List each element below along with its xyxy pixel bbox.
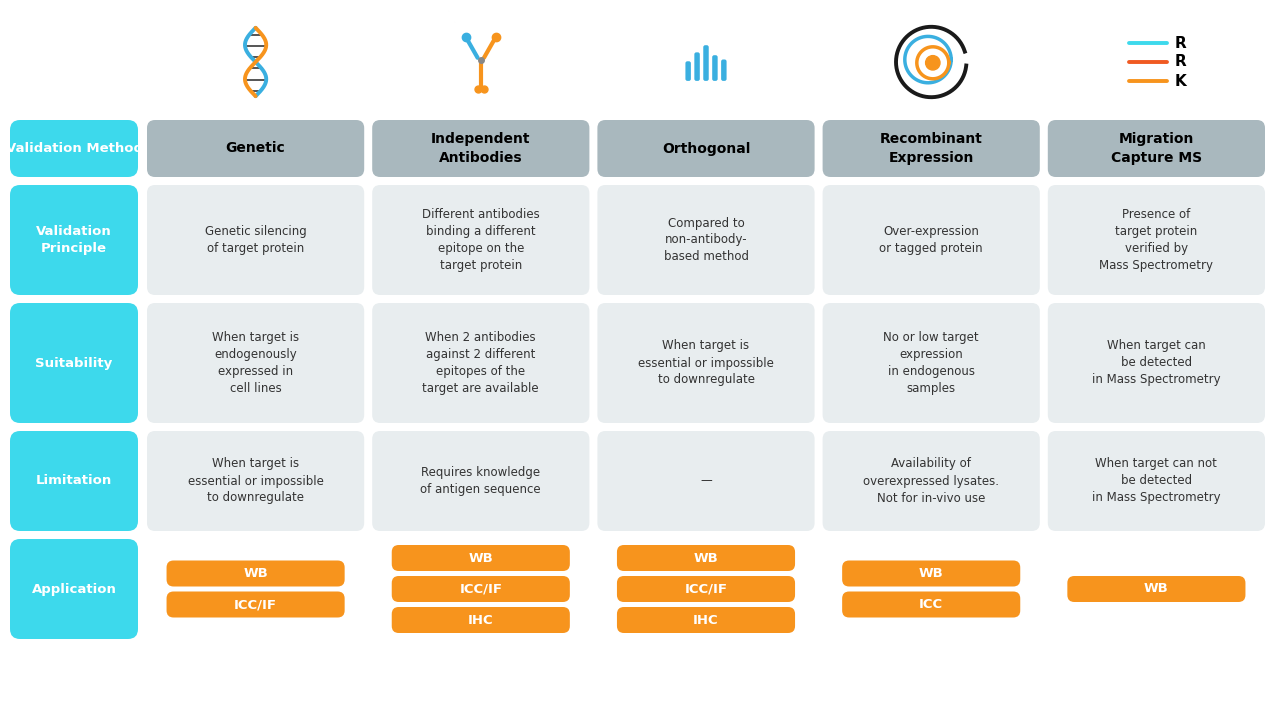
Text: When 2 antibodies
against 2 different
epitopes of the
target are available: When 2 antibodies against 2 different ep… [422,331,540,395]
Text: Over-expression
or tagged protein: Over-expression or tagged protein [880,225,984,255]
FancyBboxPatch shape [597,185,815,295]
FancyBboxPatch shape [147,185,365,295]
Circle shape [926,55,940,70]
Text: ICC: ICC [920,598,943,611]
Text: R: R [1174,55,1186,70]
Text: When target is
essential or impossible
to downregulate: When target is essential or impossible t… [188,457,324,505]
FancyBboxPatch shape [721,60,726,81]
FancyBboxPatch shape [372,303,590,423]
Text: IHC: IHC [468,614,494,626]
Text: ICC/IF: ICC/IF [234,598,278,611]
FancyBboxPatch shape [10,431,138,531]
FancyBboxPatch shape [822,185,1040,295]
FancyBboxPatch shape [10,120,138,177]
Text: Validation
Principle: Validation Principle [36,225,111,255]
Text: Recombinant
Expression: Recombinant Expression [880,132,982,165]
FancyBboxPatch shape [1048,120,1265,177]
Text: Independent
Antibodies: Independent Antibodies [431,132,531,165]
Text: ICC/IF: ICC/IF [459,582,503,596]
FancyBboxPatch shape [10,185,138,295]
Text: Validation Method: Validation Method [5,142,142,155]
FancyBboxPatch shape [10,303,138,423]
FancyBboxPatch shape [391,607,570,633]
FancyBboxPatch shape [372,185,590,295]
FancyBboxPatch shape [1068,576,1246,602]
Text: ICC/IF: ICC/IF [684,582,728,596]
FancyBboxPatch shape [166,592,344,617]
FancyBboxPatch shape [597,120,815,177]
FancyBboxPatch shape [391,545,570,571]
Text: Genetic: Genetic [225,141,285,156]
Text: Migration
Capture MS: Migration Capture MS [1111,132,1202,165]
FancyBboxPatch shape [822,431,1040,531]
FancyBboxPatch shape [842,560,1021,587]
Text: When target is
endogenously
expressed in
cell lines: When target is endogenously expressed in… [212,331,299,395]
FancyBboxPatch shape [1048,431,1265,531]
FancyBboxPatch shape [372,120,590,177]
Text: When target is
essential or impossible
to downregulate: When target is essential or impossible t… [638,339,774,387]
Text: Limitation: Limitation [36,474,113,488]
FancyBboxPatch shape [166,560,344,587]
FancyBboxPatch shape [147,303,365,423]
FancyBboxPatch shape [597,303,815,423]
Text: IHC: IHC [693,614,719,626]
FancyBboxPatch shape [712,55,718,81]
FancyBboxPatch shape [616,576,796,602]
Text: R: R [1174,36,1186,50]
Text: WB: WB [693,552,719,565]
Text: When target can
be detected
in Mass Spectrometry: When target can be detected in Mass Spec… [1092,339,1220,387]
FancyBboxPatch shape [703,46,709,81]
Text: When target can not
be detected
in Mass Spectrometry: When target can not be detected in Mass … [1092,457,1220,505]
FancyBboxPatch shape [694,53,700,81]
FancyBboxPatch shape [372,431,590,531]
Text: K: K [1174,73,1186,88]
Text: Compared to
non-antibody-
based method: Compared to non-antibody- based method [664,217,748,264]
FancyBboxPatch shape [147,431,365,531]
Text: Application: Application [32,582,116,596]
FancyBboxPatch shape [147,120,365,177]
FancyBboxPatch shape [616,545,796,571]
FancyBboxPatch shape [822,120,1040,177]
Text: WB: WB [243,567,269,580]
Text: Different antibodies
binding a different
epitope on the
target protein: Different antibodies binding a different… [422,208,540,272]
FancyBboxPatch shape [1048,303,1265,423]
Text: Orthogonal: Orthogonal [661,141,751,156]
Text: WB: WB [468,552,494,565]
FancyBboxPatch shape [10,539,138,639]
Text: WB: WB [918,567,944,580]
Text: No or low target
expression
in endogenous
samples: No or low target expression in endogenou… [884,331,978,395]
FancyBboxPatch shape [1048,185,1265,295]
Text: Suitability: Suitability [36,356,113,370]
Text: WB: WB [1143,582,1169,596]
FancyBboxPatch shape [391,576,570,602]
Text: Requires knowledge
of antigen sequence: Requires knowledge of antigen sequence [421,466,541,496]
FancyBboxPatch shape [616,607,796,633]
Text: —: — [700,474,712,488]
FancyBboxPatch shape [822,303,1040,423]
FancyBboxPatch shape [686,61,691,81]
FancyBboxPatch shape [842,592,1021,617]
Text: Presence of
target protein
verified by
Mass Spectrometry: Presence of target protein verified by M… [1100,208,1214,272]
Text: Genetic silencing
of target protein: Genetic silencing of target protein [205,225,307,255]
Text: Availability of
overexpressed lysates.
Not for in-vivo use: Availability of overexpressed lysates. N… [863,457,999,505]
FancyBboxPatch shape [597,431,815,531]
